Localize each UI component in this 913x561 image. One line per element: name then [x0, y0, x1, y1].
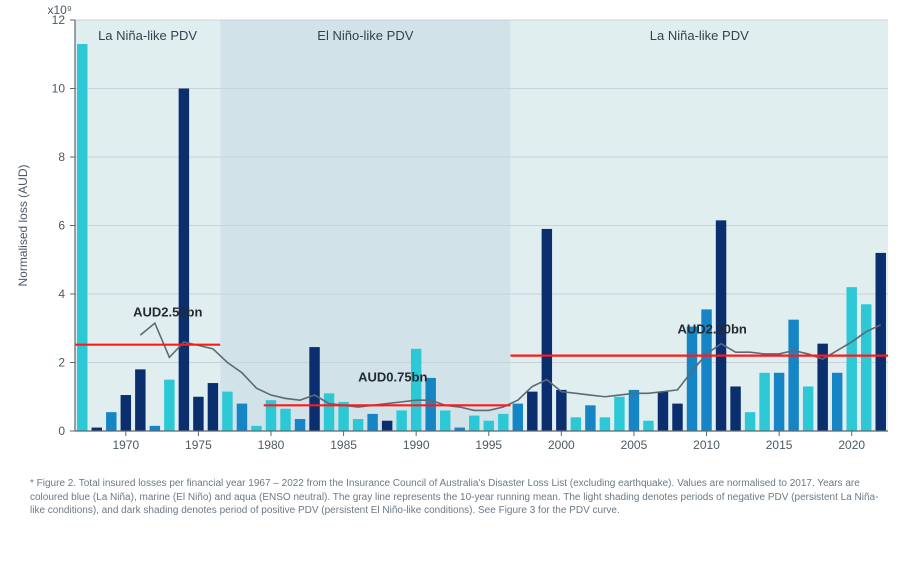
bar-1978 [237, 404, 247, 431]
bar-1972 [150, 426, 160, 431]
bar-1979 [251, 426, 261, 431]
bar-2001 [571, 417, 581, 431]
bar-1999 [542, 229, 552, 431]
x-tick-label: 1980 [258, 438, 285, 452]
bar-2016 [788, 320, 798, 431]
y-axis-label: Normalised loss (AUD) [16, 164, 30, 286]
bar-1998 [527, 392, 537, 431]
period-mean-label: AUD0.75bn [358, 369, 427, 384]
period-mean-label: AUD2.20bn [677, 321, 746, 336]
bar-1976 [208, 383, 218, 431]
bar-1983 [309, 347, 319, 431]
bar-2000 [556, 390, 566, 431]
x-tick-label: 1995 [475, 438, 502, 452]
bar-2014 [759, 373, 769, 431]
region-label: La Niña-like PDV [650, 28, 749, 43]
x-tick-label: 1975 [185, 438, 212, 452]
bar-2003 [600, 417, 610, 431]
bar-1995 [484, 421, 494, 431]
bar-2006 [643, 421, 653, 431]
y-tick-label: 2 [58, 356, 65, 370]
bar-1988 [382, 421, 392, 431]
bar-1994 [469, 416, 479, 431]
bar-2017 [803, 386, 813, 431]
region-label: El Niño-like PDV [317, 28, 413, 43]
bar-1975 [193, 397, 203, 431]
bar-1984 [324, 393, 334, 431]
x-tick-label: 1985 [330, 438, 357, 452]
bar-1996 [498, 414, 508, 431]
x-tick-label: 2015 [766, 438, 793, 452]
x-tick-label: 1990 [403, 438, 430, 452]
bar-1970 [121, 395, 131, 431]
bar-2013 [745, 412, 755, 431]
x-tick-label: 1970 [112, 438, 139, 452]
bar-2020 [846, 287, 856, 431]
y-tick-label: 6 [58, 219, 65, 233]
bar-1987 [367, 414, 377, 431]
bar-2012 [730, 386, 740, 431]
bar-1986 [353, 419, 363, 431]
bar-1992 [440, 410, 450, 431]
bar-1989 [396, 410, 406, 431]
region-label: La Niña-like PDV [98, 28, 197, 43]
bar-1997 [513, 404, 523, 431]
bar-2022 [876, 253, 886, 431]
y-scale-note: x10⁹ [48, 3, 73, 17]
bar-2009 [687, 327, 697, 431]
bar-1981 [280, 409, 290, 431]
y-tick-label: 0 [58, 424, 65, 438]
bar-2007 [658, 392, 668, 431]
bar-2021 [861, 304, 871, 431]
bar-2005 [629, 390, 639, 431]
bar-1971 [135, 369, 145, 431]
bar-1974 [179, 89, 189, 432]
bar-1973 [164, 380, 174, 431]
y-tick-label: 10 [52, 82, 66, 96]
y-tick-label: 4 [58, 287, 65, 301]
period-mean-label: AUD2.52bn [133, 304, 202, 319]
bar-2008 [672, 404, 682, 431]
bar-2019 [832, 373, 842, 431]
bar-1969 [106, 412, 116, 431]
y-tick-label: 8 [58, 150, 65, 164]
bar-1990 [411, 349, 421, 431]
bar-1982 [295, 419, 305, 431]
loss-bar-chart: 024681012x10⁹Normalised loss (AUD)La Niñ… [0, 0, 913, 471]
bar-1977 [222, 392, 232, 431]
x-tick-label: 2020 [838, 438, 865, 452]
bar-2004 [614, 397, 624, 431]
bar-2015 [774, 373, 784, 431]
figure-caption: * Figure 2. Total insured losses per fin… [0, 471, 913, 518]
bar-2002 [585, 405, 595, 431]
chart-container: 024681012x10⁹Normalised loss (AUD)La Niñ… [0, 0, 913, 561]
bar-1967 [77, 44, 87, 431]
x-tick-label: 2005 [621, 438, 648, 452]
x-tick-label: 2000 [548, 438, 575, 452]
x-tick-label: 2010 [693, 438, 720, 452]
